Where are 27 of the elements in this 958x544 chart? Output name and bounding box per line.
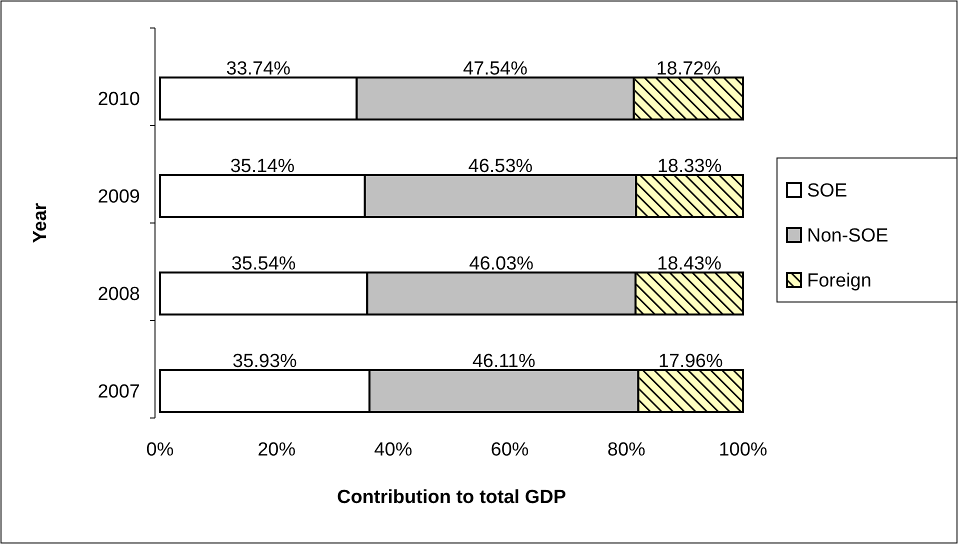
legend-label: SOE [807, 180, 848, 202]
data-label: 18.43% [657, 254, 722, 274]
data-label: 18.72% [656, 58, 721, 80]
y-tick-label: 2007 [98, 382, 140, 403]
data-label: 35.14% [230, 156, 295, 177]
data-label: 35.93% [232, 351, 298, 372]
x-tick-label: 40% [374, 439, 412, 460]
data-label: 46.03% [469, 254, 534, 274]
data-label: 46.53% [468, 156, 533, 177]
data-label: 18.33% [657, 156, 722, 177]
x-tick-label: 20% [258, 439, 296, 460]
data-label: 47.54% [463, 58, 528, 80]
x-tick-label: 0% [146, 439, 174, 460]
data-label: 46.11% [472, 351, 536, 372]
x-tick-label: 100% [718, 439, 768, 460]
x-tick-label: 80% [607, 439, 646, 460]
x-axis-title: Contribution to total GDP [336, 487, 566, 508]
legend-label: Non-SOE [807, 226, 888, 247]
x-tick-label: 60% [490, 439, 529, 460]
y-tick-label: 2010 [98, 89, 140, 110]
data-label: 35.54% [231, 254, 296, 274]
data-label: 17.96% [658, 351, 723, 372]
data-label: 33.74% [226, 58, 291, 80]
y-tick-label: 2008 [98, 284, 140, 306]
legend-label: Foreign [807, 270, 872, 292]
y-axis-title: Year [30, 202, 51, 244]
y-tick-label: 2009 [98, 186, 140, 208]
